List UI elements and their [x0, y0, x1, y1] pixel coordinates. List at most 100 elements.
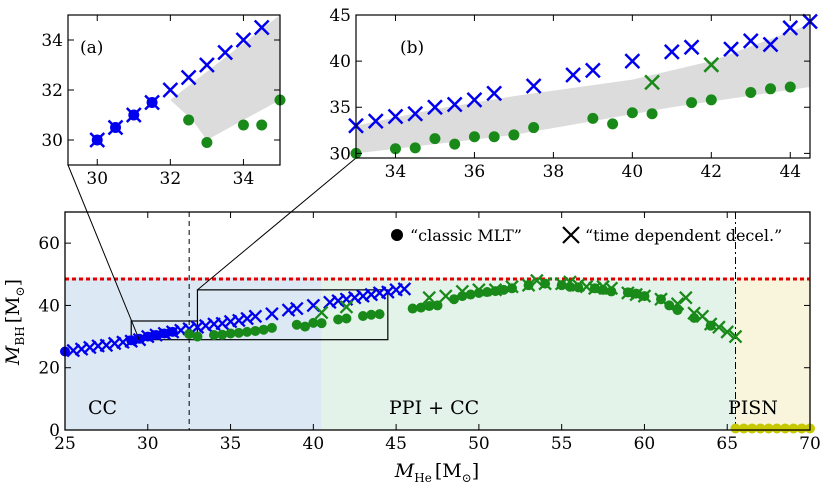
inset-b-series0-point-5	[446, 96, 463, 113]
inset-b-series2-point-5	[468, 131, 480, 143]
inset-b-series2-point-3	[429, 133, 441, 145]
main-y-axis-label: MBH[M⊙]	[2, 279, 27, 366]
main-series4-point-3	[755, 423, 766, 434]
inset-a-series1-point-7	[217, 44, 234, 61]
inset-b-xtick-label-38: 38	[543, 162, 565, 182]
main-series3-point-17	[604, 281, 619, 296]
inset-b-band-shape	[356, 24, 810, 154]
main-ytick-label-60: 60	[38, 234, 60, 254]
inset-b-series2-point-14	[705, 94, 717, 106]
main-xtick-label-35: 35	[220, 434, 242, 454]
inset-b-series0-point-16	[762, 36, 779, 53]
inset-b-label: (b)	[400, 38, 424, 58]
main-series2-point-19	[407, 303, 418, 314]
main-series1-point-2	[134, 333, 145, 344]
main-series3-point-23	[679, 290, 693, 305]
inset-b-series2-point-1	[389, 143, 401, 155]
main-series2-point-21	[424, 301, 435, 312]
main-series3-point-6	[488, 283, 503, 297]
main-xtick-label-70: 70	[799, 434, 821, 454]
main-series2-point-10	[291, 319, 302, 330]
main-series3-point-0	[314, 305, 329, 320]
inset-b-ytick-label-40: 40	[329, 52, 351, 72]
inset-b-series1-point-1	[703, 56, 720, 73]
main-series4-point-2	[747, 423, 758, 434]
main-series0-point-22	[248, 309, 263, 324]
main-series1-point-6	[167, 326, 178, 337]
inset-b-series2-point-2	[409, 142, 421, 154]
main-series2-point-11	[300, 321, 311, 332]
inset-a-series1-point-4	[162, 82, 179, 98]
main-series2-point-1	[192, 331, 203, 342]
main-series3-point-22	[670, 297, 685, 311]
inset-a-series1-point-5	[180, 69, 197, 86]
main-series2-point-16	[358, 311, 368, 322]
inset-a-xtick-label-34: 34	[233, 169, 255, 189]
main-series2-point-9	[266, 322, 277, 333]
main-series2-point-12	[308, 317, 319, 328]
inset-a-band-shape	[170, 15, 280, 140]
inset-a-series2-point-2	[237, 119, 249, 131]
main-series3-point-24	[687, 306, 701, 321]
inset-b-series0-point-9	[565, 67, 582, 83]
inset-b-series2-point-4	[449, 138, 461, 150]
main-series3-point-27	[712, 320, 726, 335]
inset-b-series0-point-12	[663, 44, 680, 60]
inset-b-series2-point-13	[686, 97, 698, 109]
inset-b-series0-point-11	[624, 53, 641, 70]
inset-b-series0-point-8	[525, 78, 542, 94]
main-series3-point-7	[505, 279, 519, 294]
main-series2-point-38	[606, 286, 617, 297]
inset-a-ytick-label-30: 30	[41, 131, 63, 151]
inset-b-series0-point-10	[584, 62, 601, 79]
inset-b-xtick-label-36: 36	[464, 162, 486, 182]
main-reference-lines	[65, 212, 810, 430]
inset-b-series0-point-14	[723, 41, 739, 58]
main-series3-point-2	[422, 290, 437, 305]
inset-b-series2-point-9	[587, 112, 599, 124]
connector-b	[197, 157, 357, 291]
inset-a-series2-point-0	[183, 114, 195, 126]
main-ytick-label-0: 0	[49, 421, 60, 441]
main-series2-point-2	[209, 330, 219, 341]
region-label-cc: CC	[88, 397, 117, 419]
main-series4-point-0	[730, 423, 741, 434]
main-series3-point-8	[521, 278, 536, 292]
main-xtick-label-60: 60	[634, 434, 656, 454]
main-series2-point-5	[233, 327, 244, 338]
main-series2-point-20	[415, 302, 426, 313]
legend-label-timedep: “time dependent decel.”	[585, 226, 782, 245]
inset-b-series2-point-6	[488, 131, 500, 143]
legend-label-classic: “classic MLT”	[410, 226, 522, 245]
main-series2-point-26	[473, 287, 484, 298]
main-series3-point-26	[703, 317, 718, 331]
inset-b-series2-point-12	[646, 108, 658, 120]
inset-a-ticks: 30 32 34 30 32 34	[41, 15, 280, 189]
main-xtick-label-30: 30	[137, 434, 159, 454]
main-series0-point-36	[397, 282, 412, 296]
region-label-pisn: PISN	[728, 397, 778, 419]
inset-b-xtick-label-34: 34	[385, 162, 407, 182]
main-series0-point-23	[265, 307, 279, 321]
main-series1-point-1	[126, 335, 137, 346]
main-series4-point-5	[771, 423, 782, 434]
main-series0-point-34	[381, 285, 395, 299]
inset-a-label: (a)	[80, 38, 103, 58]
main-x-axis-label: MHe [M⊙]	[394, 460, 479, 485]
inset-b-series0-point-7	[486, 85, 503, 102]
inset-a-series1-point-9	[253, 19, 270, 36]
inset-b-series2-point-8	[528, 122, 540, 134]
main-series2-point-35	[573, 282, 584, 293]
legend-x-marker	[562, 226, 580, 244]
main-series2-point-6	[242, 326, 253, 337]
inset-a-series1-point-3	[144, 94, 160, 111]
main-series3-point-21	[654, 292, 668, 307]
inset-a-series1-point-8	[235, 32, 252, 48]
main-series0-point-21	[240, 311, 254, 326]
main-series3-point-10	[538, 276, 552, 291]
inset-b-series0-point-4	[427, 99, 443, 116]
main-legend: “classic MLT” “time dependent decel.”	[391, 226, 782, 245]
main-series2-point-17	[366, 309, 377, 320]
inset-b-series0-point-15	[742, 32, 759, 49]
